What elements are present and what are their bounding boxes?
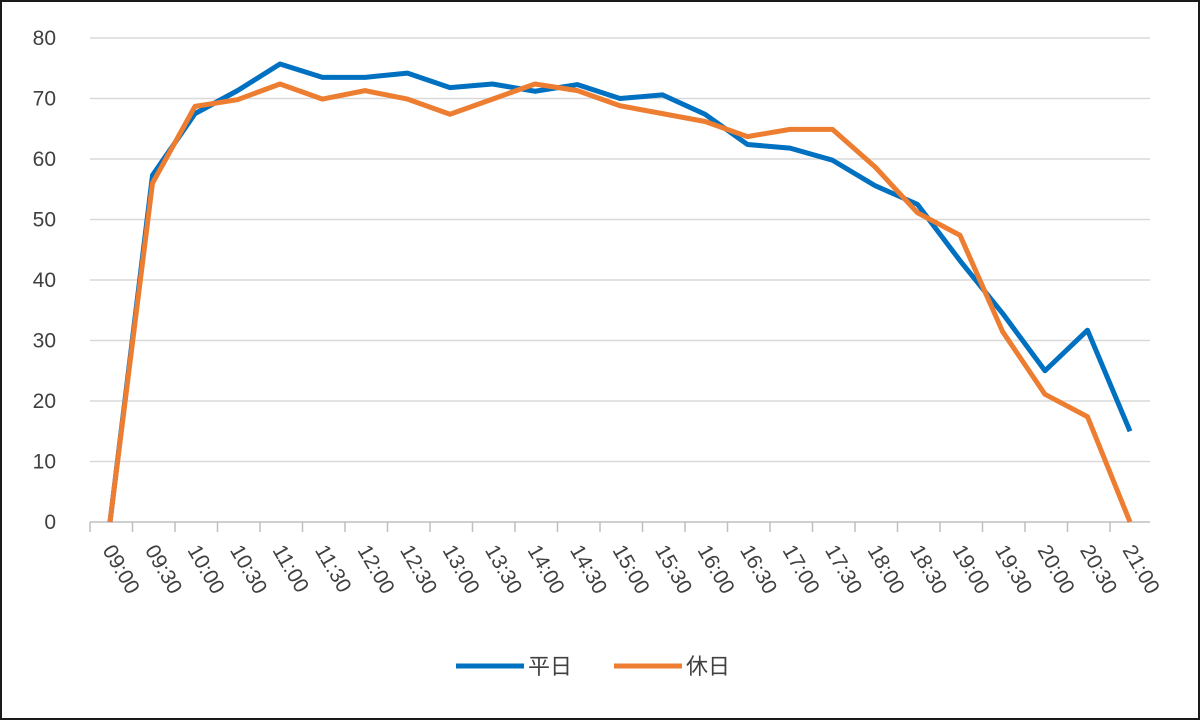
y-tick-label: 40: [33, 269, 56, 292]
y-tick-label: 60: [33, 148, 56, 171]
x-tick-label: 14:30: [565, 541, 611, 598]
x-tick-label: 12:00: [353, 541, 399, 598]
y-axis-ticks: 0 10 20 30 40 50 60 70 80: [33, 27, 56, 534]
x-tick-label: 16:30: [735, 541, 781, 598]
x-tick-label: 09:30: [140, 541, 186, 598]
x-tick-label: 10:00: [183, 541, 229, 598]
x-tick-label: 19:00: [948, 541, 994, 598]
x-tick-label: 13:30: [480, 541, 526, 598]
y-tick-label: 80: [33, 27, 56, 50]
x-tick-label: 19:30: [990, 541, 1036, 598]
x-tick-label: 17:30: [820, 541, 866, 598]
x-tick-label: 16:00: [693, 541, 739, 598]
x-tick-label: 14:00: [523, 541, 569, 598]
y-tick-label: 10: [33, 451, 56, 474]
x-tick-label: 21:00: [1118, 541, 1164, 598]
y-tick-label: 20: [33, 390, 56, 413]
y-tick-label: 0: [44, 511, 56, 534]
x-tick-label: 13:00: [438, 541, 484, 598]
x-tick-label: 11:30: [310, 541, 355, 597]
series-lines: [107, 61, 1133, 523]
x-tick-label: 10:30: [225, 541, 271, 598]
x-tick-label: 20:30: [1075, 541, 1121, 598]
y-tick-label: 70: [33, 88, 56, 111]
x-axis: [89, 521, 1150, 532]
legend-label-1: 休日: [686, 655, 730, 680]
y-tick-label: 30: [33, 330, 56, 353]
x-tick-label: 20:00: [1033, 541, 1079, 598]
x-tick-label: 15:30: [650, 541, 696, 598]
legend: 平日 休日: [456, 655, 730, 680]
x-tick-label: 17:00: [778, 541, 824, 598]
x-tick-label: 15:00: [608, 541, 654, 598]
series-line-0: [107, 61, 1133, 523]
legend-label-0: 平日: [528, 655, 572, 680]
x-tick-label: 11:00: [268, 541, 313, 597]
gridlines: [90, 37, 1150, 463]
x-tick-label: 09:00: [98, 541, 144, 598]
y-tick-label: 50: [33, 209, 56, 232]
x-tick-label: 18:00: [863, 541, 909, 598]
x-axis-ticks: 09:0009:3010:0010:3011:0011:3012:0012:30…: [98, 541, 1164, 598]
x-tick-label: 18:30: [905, 541, 951, 598]
x-tick-label: 12:30: [395, 541, 441, 598]
series-line-1: [107, 81, 1133, 523]
